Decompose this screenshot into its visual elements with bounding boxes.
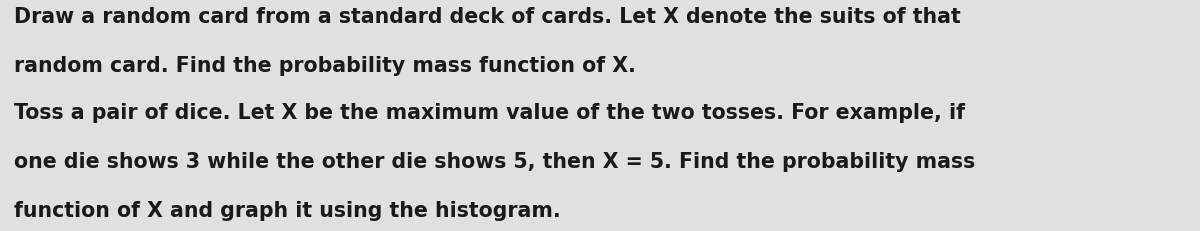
Text: Toss a pair of dice. Let X be the maximum value of the two tosses. For example, : Toss a pair of dice. Let X be the maximu…	[14, 103, 965, 123]
Text: random card. Find the probability mass function of X.: random card. Find the probability mass f…	[14, 55, 636, 75]
Text: Draw a random card from a standard deck of cards. Let X denote the suits of that: Draw a random card from a standard deck …	[14, 7, 961, 27]
Text: one die shows 3 while the other die shows 5, then X = 5. Find the probability ma: one die shows 3 while the other die show…	[14, 151, 976, 171]
Text: function of X and graph it using the histogram.: function of X and graph it using the his…	[14, 200, 562, 220]
